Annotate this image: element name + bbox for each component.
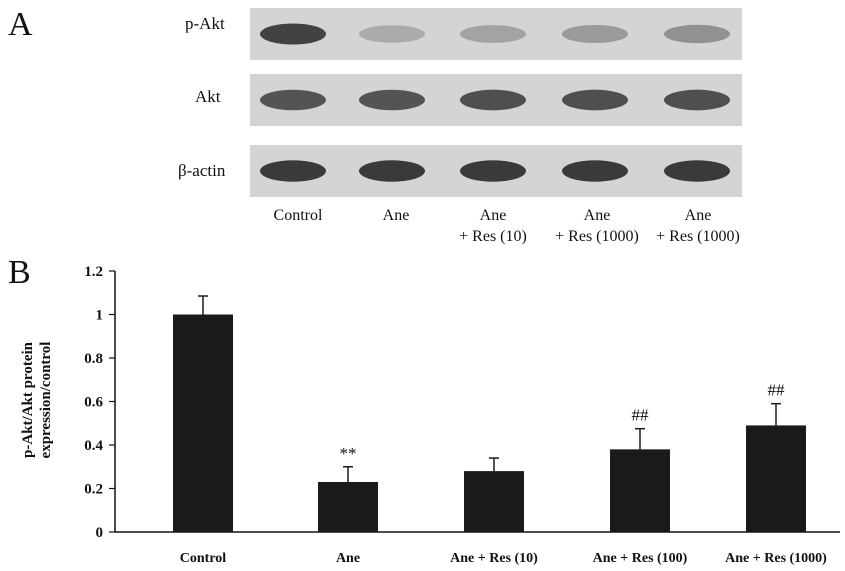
bars [173,314,806,532]
bar [464,471,524,532]
bar [746,425,806,532]
significance-annotation: ## [632,406,650,425]
blot-band [562,89,628,111]
blot-band [260,89,326,111]
blot-band [562,160,628,182]
y-tick-label: 0.4 [84,438,103,454]
x-category-label: Ane + Res (10) [450,551,538,566]
blot-band [460,160,526,182]
lane-label-5: Ane + Res (1000) [656,207,740,245]
y-ticks: 0 0.2 0.4 0.6 0.8 1 1.2 [84,264,115,541]
annotations: ** ## ## [340,381,786,463]
blot-band [460,25,526,43]
x-category-label: Control [180,551,227,566]
bar [610,449,670,532]
y-tick-label: 0.8 [84,351,103,367]
panel-a-letter: A [8,6,33,43]
blot-band [664,24,730,44]
blot-band [359,25,425,43]
blot-band [260,160,326,182]
y-axis-label-line-2: expression/control [38,342,54,459]
blot-band [664,89,730,111]
x-category-label: Ane [336,551,360,566]
x-categories: Control Ane Ane + Res (10) Ane + Res (100) A… [180,551,827,566]
blot-band [460,89,526,111]
blot-label-beta-actin: β-actin [178,161,226,180]
y-tick-label: 1 [96,308,104,324]
bar [318,481,378,532]
blot-band [562,24,628,44]
panel-b-letter: B [8,254,31,291]
blot-band [359,160,425,182]
blot-band [260,23,326,45]
error-bars [198,295,781,482]
lane-label-4: Ane + Res (1000) [555,207,639,245]
x-category-label: Ane + Res (100) [593,551,688,566]
significance-annotation: ## [768,381,786,400]
blot-label-p-akt: p-Akt [185,14,225,33]
bar [173,314,233,532]
y-tick-label: 0 [96,525,104,541]
y-axis-label-line-1: p-Akt/Akt protein [20,341,36,458]
lane-label-3: Ane + Res (10) [459,207,527,245]
y-tick-label: 0.6 [84,395,103,411]
blot-label-akt: Akt [195,87,221,106]
x-category-label: Ane + Res (1000) [725,551,827,566]
significance-annotation: ** [340,444,357,463]
blot-bands [260,23,730,182]
lane-label-2: Ane [382,207,410,224]
blot-band [664,160,730,182]
blot-band [359,89,425,111]
y-tick-label: 0.2 [84,482,103,498]
lane-label-1: Control [273,207,323,224]
y-tick-label: 1.2 [84,264,103,280]
